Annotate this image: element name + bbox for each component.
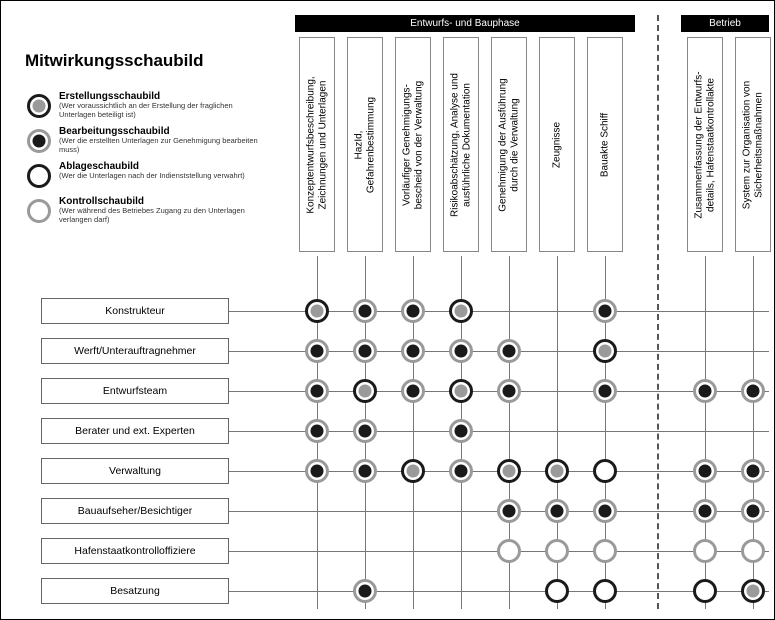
marker-erstellung	[741, 579, 765, 603]
marker-bearbeitung	[693, 499, 717, 523]
marker-kontroll	[741, 539, 765, 563]
marker-kontroll	[693, 539, 717, 563]
row-label: Entwurfsteam	[41, 378, 229, 404]
marker-bearbeitung	[353, 339, 377, 363]
marker-bearbeitung	[401, 379, 425, 403]
row-label: Verwaltung	[41, 458, 229, 484]
marker-erstellung	[449, 299, 473, 323]
marker-bearbeitung	[741, 499, 765, 523]
marker-ablage	[593, 459, 617, 483]
column-header: HazId,Gefahrenbestimmung	[347, 37, 383, 252]
marker-erstellung	[353, 379, 377, 403]
marker-bearbeitung	[449, 459, 473, 483]
row-label: Besatzung	[41, 578, 229, 604]
marker-erstellung	[305, 299, 329, 323]
legend-desc: (Wer die erstellten Unterlagen zur Geneh…	[59, 137, 265, 154]
marker-bearbeitung	[593, 299, 617, 323]
column-header: Zusammenfassung der Entwurfs-details, Ha…	[687, 37, 723, 252]
marker-bearbeitung	[693, 379, 717, 403]
marker-bearbeitung	[593, 499, 617, 523]
phase-separator	[657, 15, 659, 609]
row-label: Bauaufseher/Besichtiger	[41, 498, 229, 524]
marker-bearbeitung	[305, 419, 329, 443]
phase-bar: Betrieb	[681, 15, 769, 32]
legend-desc: (Wer voraussichtlich an der Erstellung d…	[59, 102, 265, 119]
marker-bearbeitung	[449, 339, 473, 363]
marker-bearbeitung	[353, 459, 377, 483]
legend: Erstellungsschaubild (Wer voraussichtlic…	[25, 91, 265, 231]
marker-bearbeitung	[497, 339, 521, 363]
column-header: Vorläufiger Genehmigungs-bescheid von de…	[395, 37, 431, 252]
column-header: Bauakte Schiff	[587, 37, 623, 252]
row-label: Konstrukteur	[41, 298, 229, 324]
grid-hline	[229, 591, 769, 592]
column-header: Genehmigung der Ausführungdurch die Verw…	[491, 37, 527, 252]
column-header: Risikoabschätzung, Analyse undausführlic…	[443, 37, 479, 252]
marker-bearbeitung	[449, 419, 473, 443]
marker-bearbeitung	[353, 579, 377, 603]
marker-bearbeitung	[305, 379, 329, 403]
legend-desc: (Wer die Unterlagen nach der Indienstste…	[59, 172, 265, 181]
legend-item: Kontrollschaubild (Wer während des Betri…	[25, 196, 265, 225]
row-label: Werft/Unterauftragnehmer	[41, 338, 229, 364]
marker-ablage	[593, 579, 617, 603]
marker-bearbeitung	[545, 499, 569, 523]
marker-erstellung	[449, 379, 473, 403]
legend-item: Bearbeitungsschaubild (Wer die erstellte…	[25, 126, 265, 155]
marker-bearbeitung	[353, 299, 377, 323]
marker-erstellung	[545, 459, 569, 483]
marker-bearbeitung	[401, 339, 425, 363]
marker-bearbeitung	[693, 459, 717, 483]
marker-bearbeitung	[497, 499, 521, 523]
marker-bearbeitung	[305, 459, 329, 483]
column-header: Zeugnisse	[539, 37, 575, 252]
ablage-icon	[25, 162, 53, 190]
kontroll-icon	[25, 197, 53, 225]
marker-erstellung	[593, 339, 617, 363]
marker-bearbeitung	[741, 459, 765, 483]
legend-item: Ablageschaubild (Wer die Unterlagen nach…	[25, 161, 265, 190]
marker-ablage	[545, 579, 569, 603]
marker-bearbeitung	[497, 379, 521, 403]
page-title: Mitwirkungsschaubild	[25, 51, 204, 71]
marker-bearbeitung	[401, 299, 425, 323]
erstellung-icon	[25, 92, 53, 120]
marker-kontroll	[497, 539, 521, 563]
marker-bearbeitung	[741, 379, 765, 403]
row-label: Hafenstaatkontrolloffiziere	[41, 538, 229, 564]
marker-bearbeitung	[593, 379, 617, 403]
marker-ablage	[693, 579, 717, 603]
legend-item: Erstellungsschaubild (Wer voraussichtlic…	[25, 91, 265, 120]
marker-bearbeitung	[305, 339, 329, 363]
row-label: Berater und ext. Experten	[41, 418, 229, 444]
legend-desc: (Wer während des Betriebes Zugang zu den…	[59, 207, 265, 224]
marker-bearbeitung	[353, 419, 377, 443]
marker-erstellung	[401, 459, 425, 483]
marker-erstellung	[497, 459, 521, 483]
marker-kontroll	[593, 539, 617, 563]
bearbeitung-icon	[25, 127, 53, 155]
marker-kontroll	[545, 539, 569, 563]
column-header: Konzeptentwurfsbeschreibung,Zeichnungen …	[299, 37, 335, 252]
phase-bar: Entwurfs- und Bauphase	[295, 15, 635, 32]
column-header: System zur Organisation vonSicherheitsma…	[735, 37, 771, 252]
